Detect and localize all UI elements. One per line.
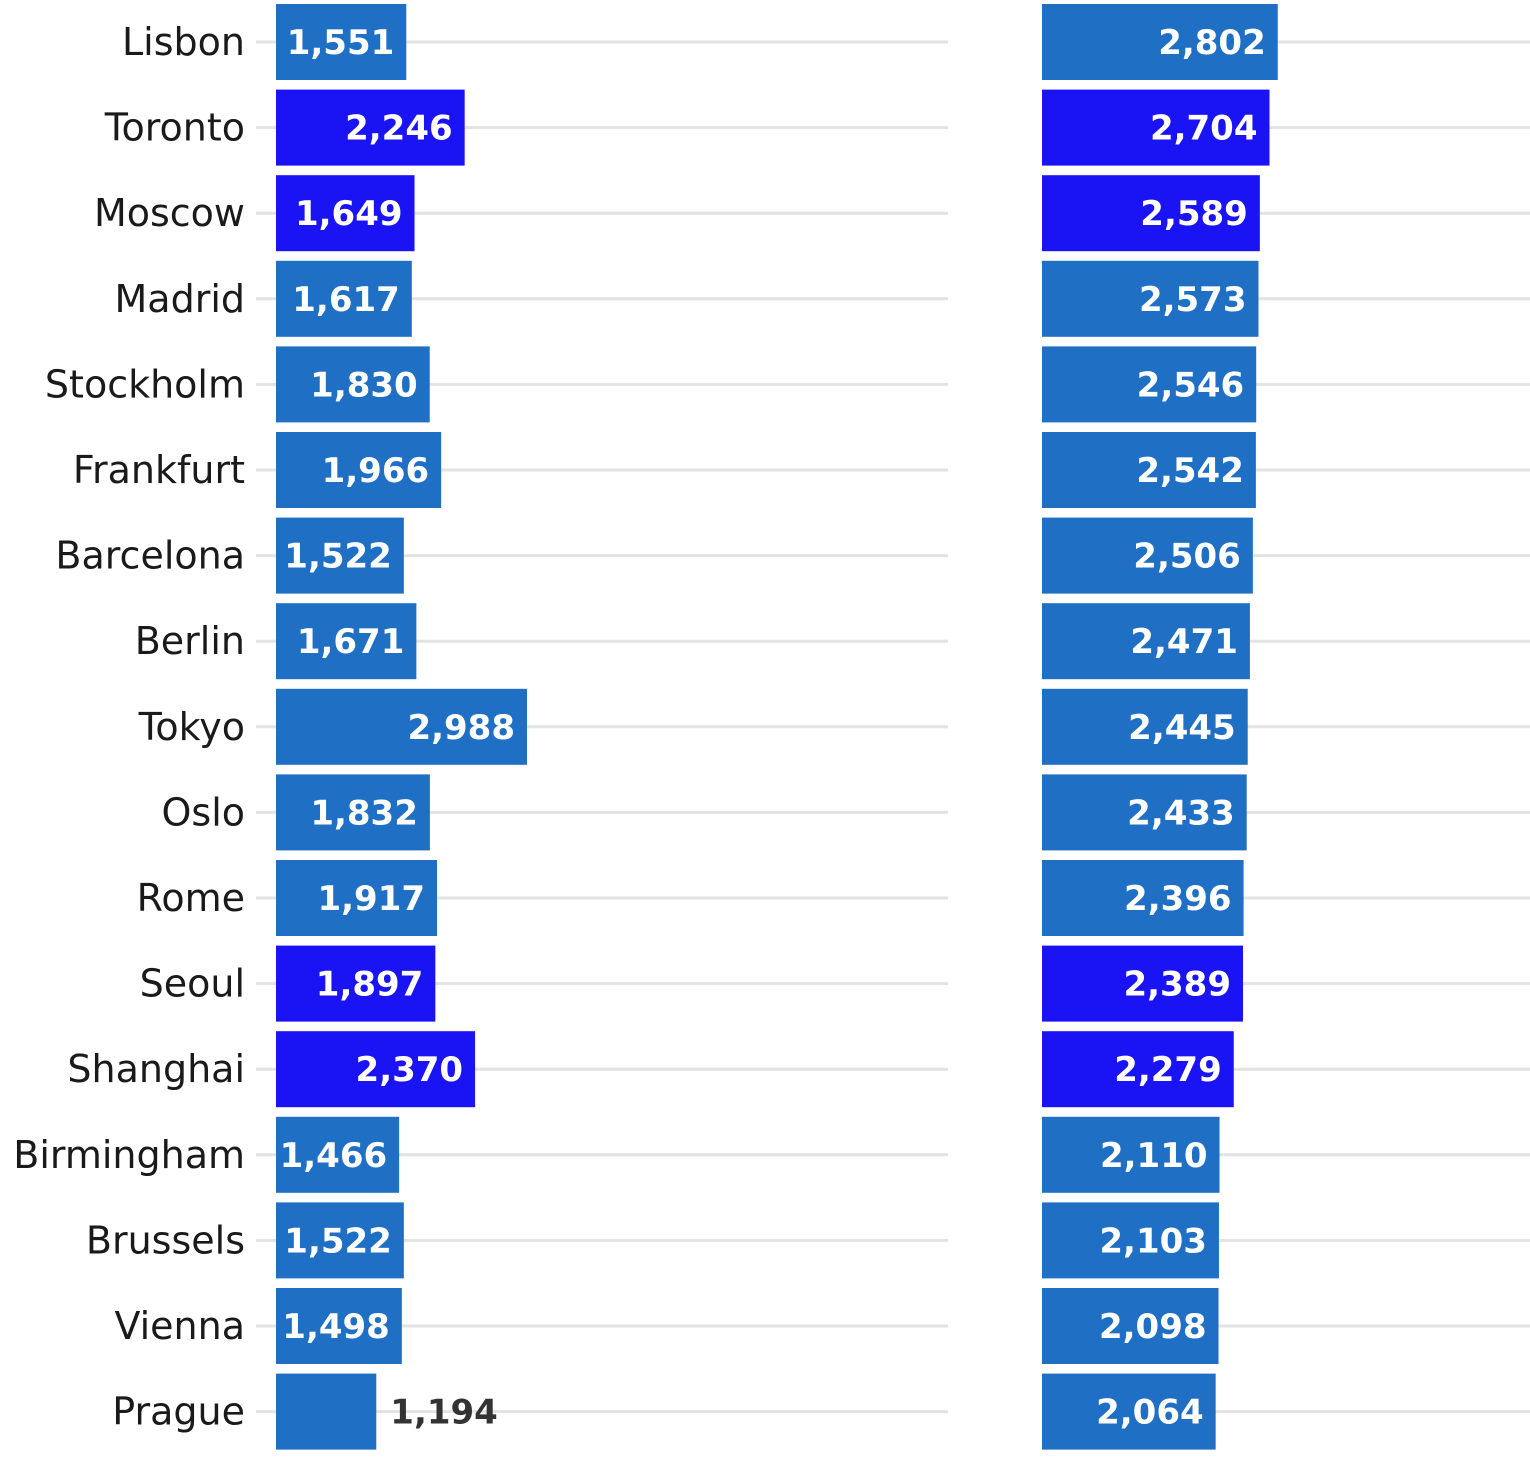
category-label: Barcelona bbox=[55, 534, 245, 578]
right-bar bbox=[1042, 1288, 1219, 1364]
left-bar bbox=[276, 688, 527, 765]
left-bar bbox=[276, 4, 407, 80]
right-value-label: 2,389 bbox=[1123, 965, 1231, 1005]
right-bar bbox=[1042, 1202, 1219, 1279]
right-bar-panel: 2,802 2,704 2,589 2,573 2,546 2,542 2,506 2,471… bbox=[1042, 4, 1278, 1450]
category-label: Rome bbox=[137, 876, 245, 920]
left-bar bbox=[276, 517, 404, 594]
right-bar bbox=[1042, 1116, 1220, 1193]
category-label: Shanghai bbox=[67, 1047, 245, 1091]
right-bar bbox=[1042, 774, 1247, 851]
right-value-label: 2,471 bbox=[1130, 622, 1238, 662]
right-bar bbox=[1042, 1373, 1216, 1450]
left-bar bbox=[276, 774, 430, 851]
right-bar bbox=[1042, 4, 1278, 80]
right-bar bbox=[1042, 688, 1248, 765]
left-value-label: 1,466 bbox=[280, 1136, 388, 1176]
right-value-label: 2,704 bbox=[1150, 109, 1258, 149]
left-value-label: 1,522 bbox=[284, 537, 392, 577]
category-label: Lisbon bbox=[122, 20, 245, 64]
left-bar bbox=[276, 860, 438, 936]
right-value-label: 2,064 bbox=[1096, 1393, 1204, 1433]
category-label: Berlin bbox=[135, 619, 245, 663]
left-bar bbox=[276, 175, 415, 252]
category-label: Vienna bbox=[114, 1304, 245, 1348]
left-value-label: 1,917 bbox=[317, 879, 425, 919]
right-value-label: 2,445 bbox=[1128, 708, 1236, 748]
right-bar bbox=[1042, 260, 1259, 337]
left-value-label: 1,671 bbox=[297, 622, 405, 662]
right-value-label: 2,098 bbox=[1099, 1307, 1207, 1347]
left-bar bbox=[276, 260, 412, 337]
right-value-label: 2,506 bbox=[1133, 537, 1241, 577]
left-bar bbox=[276, 346, 430, 423]
right-value-label: 2,546 bbox=[1137, 365, 1245, 405]
category-label: Tokyo bbox=[138, 705, 245, 749]
right-bar bbox=[1042, 1031, 1234, 1108]
left-value-label: 1,522 bbox=[284, 1221, 392, 1261]
right-bar bbox=[1042, 517, 1253, 594]
left-bar bbox=[276, 603, 417, 680]
category-label: Prague bbox=[112, 1390, 245, 1434]
right-bar bbox=[1042, 89, 1270, 166]
left-value-label: 1,617 bbox=[292, 280, 400, 320]
left-value-label: 1,649 bbox=[295, 194, 403, 234]
right-bar bbox=[1042, 346, 1257, 423]
left-value-label: 1,830 bbox=[310, 365, 418, 405]
left-value-label: 2,246 bbox=[345, 109, 453, 149]
right-value-label: 2,802 bbox=[1158, 23, 1266, 63]
left-value-label: 2,988 bbox=[407, 708, 515, 748]
category-label: Birmingham bbox=[13, 1133, 245, 1177]
right-bar bbox=[1042, 603, 1250, 680]
left-bar bbox=[276, 1116, 400, 1193]
left-bar bbox=[276, 1202, 404, 1279]
right-bar bbox=[1042, 432, 1256, 508]
category-label: Madrid bbox=[115, 277, 246, 321]
right-bar bbox=[1042, 860, 1244, 936]
category-label: Frankfurt bbox=[73, 448, 245, 492]
right-bar bbox=[1042, 945, 1244, 1022]
left-value-label: 1,194 bbox=[390, 1393, 498, 1433]
right-value-label: 2,573 bbox=[1139, 280, 1247, 320]
left-bar bbox=[276, 945, 436, 1022]
right-value-label: 2,396 bbox=[1124, 879, 1232, 919]
left-bar bbox=[276, 1288, 402, 1364]
left-bar bbox=[276, 1031, 476, 1108]
category-label: Toronto bbox=[104, 106, 245, 150]
right-value-label: 2,279 bbox=[1114, 1050, 1222, 1090]
left-bar bbox=[276, 1373, 377, 1450]
left-value-label: 1,966 bbox=[322, 451, 430, 491]
left-value-label: 1,832 bbox=[310, 793, 418, 833]
right-value-label: 2,589 bbox=[1140, 194, 1248, 234]
left-bar-panel: 1,551 2,246 1,649 1,617 1,830 1,966 1,522 1,671… bbox=[276, 4, 527, 1450]
right-value-label: 2,103 bbox=[1099, 1221, 1207, 1261]
right-value-label: 2,110 bbox=[1100, 1136, 1208, 1176]
category-label: Moscow bbox=[94, 191, 245, 235]
left-bar bbox=[276, 432, 442, 508]
right-value-label: 2,433 bbox=[1127, 793, 1235, 833]
left-value-label: 1,551 bbox=[287, 23, 395, 63]
left-bar bbox=[276, 89, 465, 166]
left-value-label: 1,897 bbox=[316, 965, 424, 1005]
category-labels: Lisbon Toronto Moscow Madrid Stockholm Frankf… bbox=[13, 20, 245, 1434]
right-value-label: 2,542 bbox=[1136, 451, 1244, 491]
left-value-label: 2,370 bbox=[356, 1050, 464, 1090]
category-label: Stockholm bbox=[45, 362, 245, 406]
left-value-label: 1,498 bbox=[282, 1307, 390, 1347]
category-label: Oslo bbox=[161, 790, 245, 834]
category-label: Seoul bbox=[140, 962, 245, 1006]
right-bar bbox=[1042, 175, 1260, 252]
category-label: Brussels bbox=[86, 1218, 245, 1262]
